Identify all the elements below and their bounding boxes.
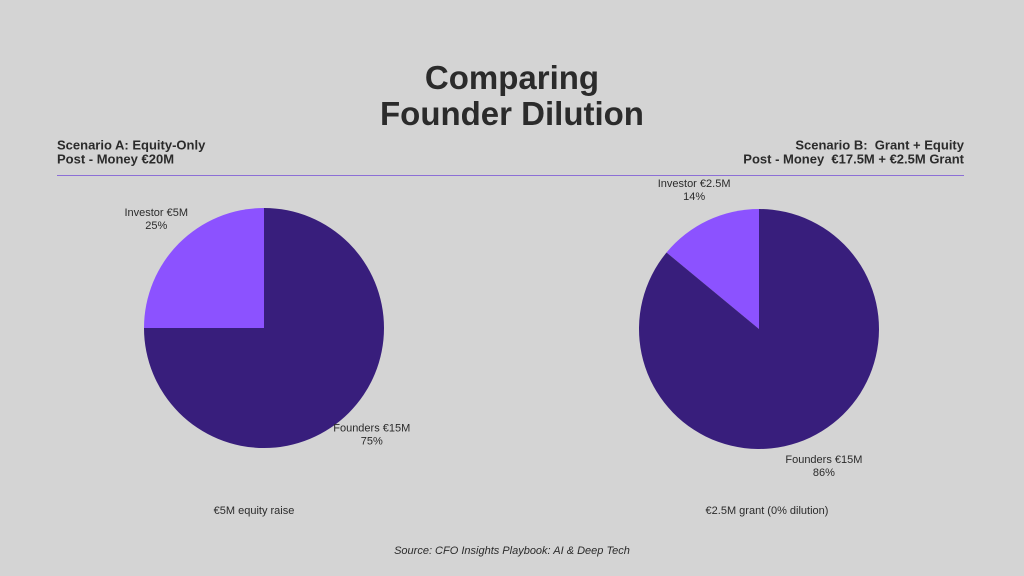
caption: €2.5M grant (0% dilution) [706,505,829,517]
pie-slice [144,208,264,328]
slice-label: Investor €5M [124,207,188,219]
slice-value-label: 25% [145,220,167,232]
slide-title: Comparing Founder Dilution [380,59,644,132]
source: Source: CFO Insights Playbook: AI & Deep… [394,545,630,557]
scenario-title: Scenario B: Grant + Equity [795,137,964,152]
scenario-subtitle: Post - Money €17.5M + €2.5M Grant [743,151,964,166]
pie-slice [666,209,759,329]
pie-slice [144,208,384,448]
scenario-title: Scenario A: Equity-Only [57,137,206,152]
slice-label: Founders €15M [785,454,862,466]
slice-value-label: 75% [361,436,383,448]
slice-label: Investor €2.5M [658,178,731,190]
slice-value-label: 86% [813,467,835,479]
pie-slice [638,209,879,449]
caption: €5M equity raise [214,505,295,517]
slice-value-label: 14% [683,191,705,203]
slice-label: Founders €15M [333,423,410,435]
scenario-subtitle: Post - Money €20M [57,151,174,166]
